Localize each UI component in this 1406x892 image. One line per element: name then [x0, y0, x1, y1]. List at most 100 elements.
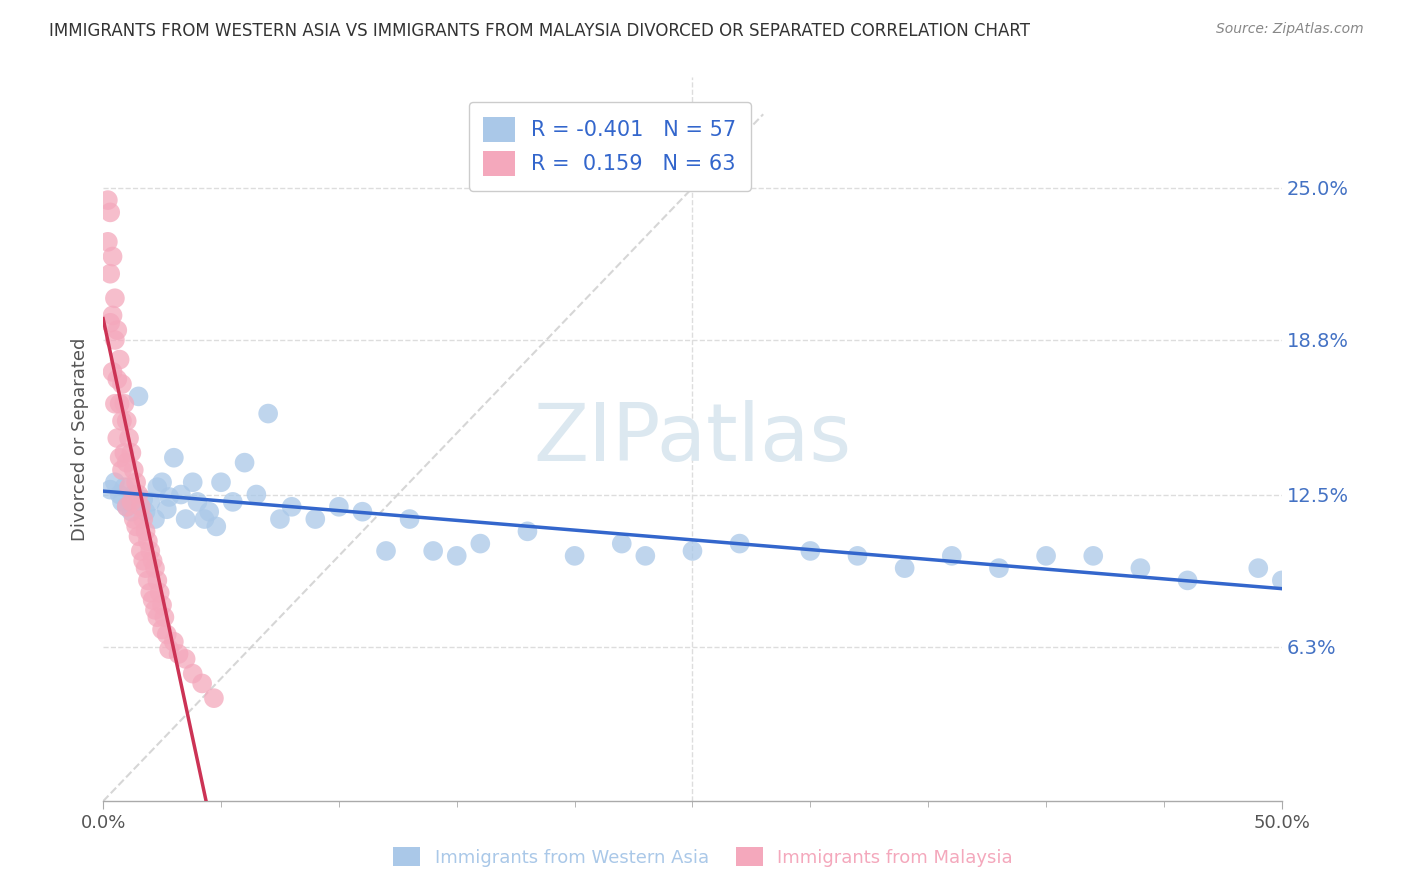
Point — [105, 323, 128, 337]
Point — [111, 414, 134, 428]
Point — [108, 352, 131, 367]
Point — [112, 446, 135, 460]
Point — [193, 512, 215, 526]
Point — [115, 500, 138, 514]
Point — [156, 627, 179, 641]
Point — [146, 480, 169, 494]
Point — [181, 666, 204, 681]
Point — [97, 235, 120, 249]
Point — [1271, 574, 1294, 588]
Point — [987, 561, 1010, 575]
Point — [135, 524, 157, 539]
Point — [163, 634, 186, 648]
Point — [1083, 549, 1105, 563]
Point — [150, 598, 173, 612]
Point — [125, 475, 148, 490]
Point — [143, 561, 166, 575]
Point — [422, 544, 444, 558]
Point — [118, 480, 141, 494]
Point — [233, 456, 256, 470]
Point — [115, 456, 138, 470]
Point — [104, 475, 127, 490]
Point — [105, 372, 128, 386]
Point — [104, 333, 127, 347]
Point — [125, 519, 148, 533]
Point — [153, 610, 176, 624]
Point — [167, 647, 190, 661]
Point — [115, 414, 138, 428]
Point — [610, 536, 633, 550]
Point — [108, 450, 131, 465]
Point — [132, 512, 155, 526]
Point — [634, 549, 657, 563]
Text: Source: ZipAtlas.com: Source: ZipAtlas.com — [1216, 22, 1364, 37]
Legend: Immigrants from Western Asia, Immigrants from Malaysia: Immigrants from Western Asia, Immigrants… — [385, 840, 1021, 874]
Point — [129, 544, 152, 558]
Point — [139, 495, 162, 509]
Point — [682, 544, 704, 558]
Point — [122, 463, 145, 477]
Point — [127, 389, 149, 403]
Point — [174, 652, 197, 666]
Point — [352, 505, 374, 519]
Point — [375, 544, 398, 558]
Point — [157, 642, 180, 657]
Point — [181, 475, 204, 490]
Point — [97, 193, 120, 207]
Point — [139, 585, 162, 599]
Point — [132, 554, 155, 568]
Point — [127, 529, 149, 543]
Point — [269, 512, 291, 526]
Point — [1129, 561, 1152, 575]
Point — [846, 549, 869, 563]
Point — [112, 480, 135, 494]
Point — [174, 512, 197, 526]
Point — [112, 397, 135, 411]
Point — [205, 519, 228, 533]
Point — [728, 536, 751, 550]
Point — [799, 544, 821, 558]
Point — [108, 397, 131, 411]
Y-axis label: Divorced or Separated: Divorced or Separated — [72, 338, 89, 541]
Point — [136, 574, 159, 588]
Point — [118, 431, 141, 445]
Text: IMMIGRANTS FROM WESTERN ASIA VS IMMIGRANTS FROM MALAYSIA DIVORCED OR SEPARATED C: IMMIGRANTS FROM WESTERN ASIA VS IMMIGRAN… — [49, 22, 1031, 40]
Point — [111, 463, 134, 477]
Point — [120, 495, 142, 509]
Point — [941, 549, 963, 563]
Point — [186, 495, 208, 509]
Point — [98, 267, 121, 281]
Point — [304, 512, 326, 526]
Point — [222, 495, 245, 509]
Point — [150, 475, 173, 490]
Point — [446, 549, 468, 563]
Point — [139, 544, 162, 558]
Point — [111, 495, 134, 509]
Point — [98, 483, 121, 497]
Point — [115, 500, 138, 514]
Point — [149, 585, 172, 599]
Point — [1247, 561, 1270, 575]
Point — [245, 487, 267, 501]
Point — [101, 365, 124, 379]
Point — [135, 561, 157, 575]
Point — [108, 487, 131, 501]
Point — [328, 500, 350, 514]
Point — [516, 524, 538, 539]
Point — [142, 554, 165, 568]
Point — [157, 490, 180, 504]
Point — [143, 512, 166, 526]
Point — [111, 377, 134, 392]
Text: ZIPatlas: ZIPatlas — [533, 401, 852, 478]
Point — [98, 316, 121, 330]
Point — [893, 561, 915, 575]
Point — [564, 549, 586, 563]
Point — [132, 492, 155, 507]
Point — [150, 623, 173, 637]
Point — [120, 446, 142, 460]
Point — [191, 676, 214, 690]
Point — [280, 500, 302, 514]
Point — [122, 487, 145, 501]
Point — [127, 487, 149, 501]
Point — [101, 309, 124, 323]
